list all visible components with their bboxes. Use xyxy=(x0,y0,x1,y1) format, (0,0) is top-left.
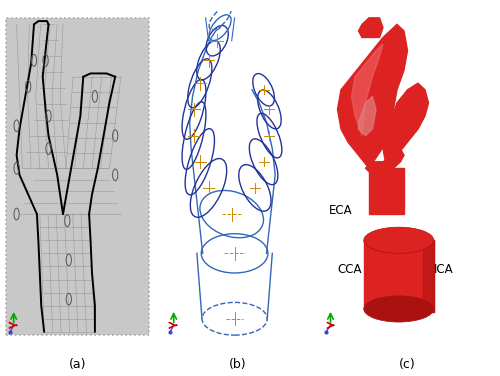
Polygon shape xyxy=(383,83,428,168)
Polygon shape xyxy=(366,149,404,175)
Ellipse shape xyxy=(364,227,434,253)
Polygon shape xyxy=(358,96,376,136)
Ellipse shape xyxy=(364,296,434,322)
Polygon shape xyxy=(358,18,383,38)
Polygon shape xyxy=(338,24,407,168)
Text: CCA: CCA xyxy=(338,263,362,276)
Polygon shape xyxy=(352,44,383,136)
Text: ECA: ECA xyxy=(329,204,352,217)
Text: (b): (b) xyxy=(228,358,246,371)
Polygon shape xyxy=(423,240,434,312)
Polygon shape xyxy=(364,240,434,312)
Text: (a): (a) xyxy=(69,358,86,371)
Text: ICA: ICA xyxy=(434,263,454,276)
FancyBboxPatch shape xyxy=(6,18,148,335)
Text: (c): (c) xyxy=(399,358,416,371)
Polygon shape xyxy=(369,168,404,214)
